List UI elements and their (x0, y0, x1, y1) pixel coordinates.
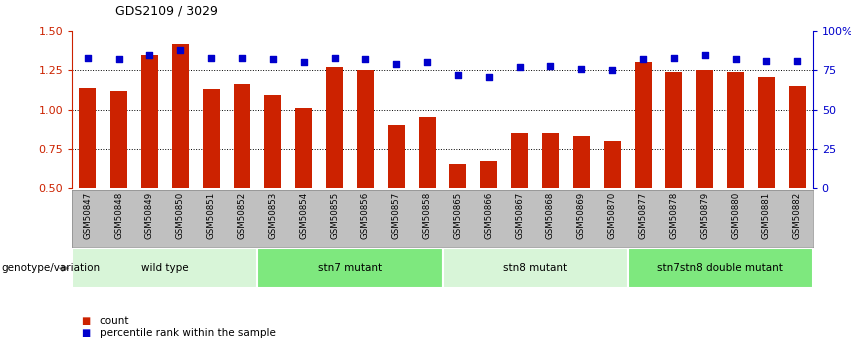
Bar (480, 161, 497, 188)
Text: GSM50849: GSM50849 (145, 191, 154, 239)
Bar (603, 141, 620, 188)
Point (574, 66, 588, 71)
Point (513, 65, 527, 70)
Text: ■: ■ (81, 328, 90, 338)
Text: GSM50867: GSM50867 (515, 191, 524, 239)
Point (235, 55, 248, 60)
Point (760, 58, 774, 63)
Bar (203, 89, 220, 188)
Text: GSM50880: GSM50880 (731, 191, 740, 239)
Bar (257, 248, 443, 288)
Bar (388, 125, 405, 188)
Text: GDS2109 / 3029: GDS2109 / 3029 (115, 4, 218, 17)
Text: GSM50865: GSM50865 (454, 191, 462, 239)
Text: GSM50870: GSM50870 (608, 191, 617, 239)
Text: ■: ■ (81, 316, 90, 326)
Text: GSM50879: GSM50879 (700, 191, 709, 239)
Point (667, 55, 681, 60)
Bar (573, 136, 590, 188)
Text: GSM50858: GSM50858 (423, 191, 431, 239)
Point (297, 60, 311, 65)
Text: stn7stn8 double mutant: stn7stn8 double mutant (657, 263, 783, 273)
Bar (443, 248, 627, 288)
Bar (758, 77, 775, 188)
Point (698, 52, 711, 57)
Point (266, 57, 280, 62)
Bar (727, 72, 744, 188)
Point (358, 57, 372, 62)
Bar (449, 165, 466, 188)
Bar (233, 85, 250, 188)
Text: GSM50878: GSM50878 (670, 191, 678, 239)
Text: GSM50866: GSM50866 (484, 191, 494, 239)
Bar (72, 248, 257, 288)
Text: GSM50852: GSM50852 (237, 191, 247, 239)
Point (451, 72, 465, 78)
Bar (141, 55, 158, 188)
Bar (627, 248, 813, 288)
Text: GSM50856: GSM50856 (361, 191, 370, 239)
Bar (635, 62, 652, 188)
Bar (511, 133, 528, 188)
Point (637, 57, 650, 62)
Text: GSM50850: GSM50850 (176, 191, 185, 239)
Point (328, 55, 341, 60)
Point (544, 63, 557, 68)
Bar (665, 72, 683, 188)
Text: GSM50869: GSM50869 (577, 191, 585, 239)
Bar (265, 96, 282, 188)
Text: wild type: wild type (141, 263, 189, 273)
Text: GSM50868: GSM50868 (546, 191, 555, 239)
Point (174, 47, 187, 53)
Text: GSM50882: GSM50882 (793, 191, 802, 239)
Text: count: count (100, 316, 129, 326)
Text: GSM50877: GSM50877 (638, 191, 648, 239)
Bar (419, 117, 436, 188)
Text: genotype/variation: genotype/variation (2, 263, 100, 273)
Text: GSM50848: GSM50848 (114, 191, 123, 239)
Point (204, 55, 218, 60)
Point (81, 55, 94, 60)
Text: GSM50854: GSM50854 (300, 191, 308, 239)
Bar (326, 67, 343, 188)
Point (728, 57, 742, 62)
Bar (295, 108, 312, 188)
Text: stn8 mutant: stn8 mutant (503, 263, 567, 273)
Point (605, 68, 619, 73)
Point (111, 57, 125, 62)
Text: GSM50853: GSM50853 (268, 191, 277, 239)
Text: GSM50881: GSM50881 (762, 191, 771, 239)
Text: GSM50857: GSM50857 (391, 191, 401, 239)
Point (143, 52, 157, 57)
Text: stn7 mutant: stn7 mutant (318, 263, 382, 273)
Bar (110, 91, 127, 188)
Point (390, 61, 403, 67)
Point (420, 60, 434, 65)
Bar (542, 133, 559, 188)
Text: percentile rank within the sample: percentile rank within the sample (100, 328, 276, 338)
Bar (357, 70, 374, 188)
Bar (172, 43, 189, 188)
Text: GSM50847: GSM50847 (83, 191, 92, 239)
Text: GSM50855: GSM50855 (330, 191, 339, 239)
Text: GSM50851: GSM50851 (207, 191, 215, 239)
Bar (696, 70, 713, 188)
Point (482, 74, 495, 79)
Bar (789, 86, 806, 188)
Point (791, 58, 804, 63)
Bar (79, 88, 96, 188)
